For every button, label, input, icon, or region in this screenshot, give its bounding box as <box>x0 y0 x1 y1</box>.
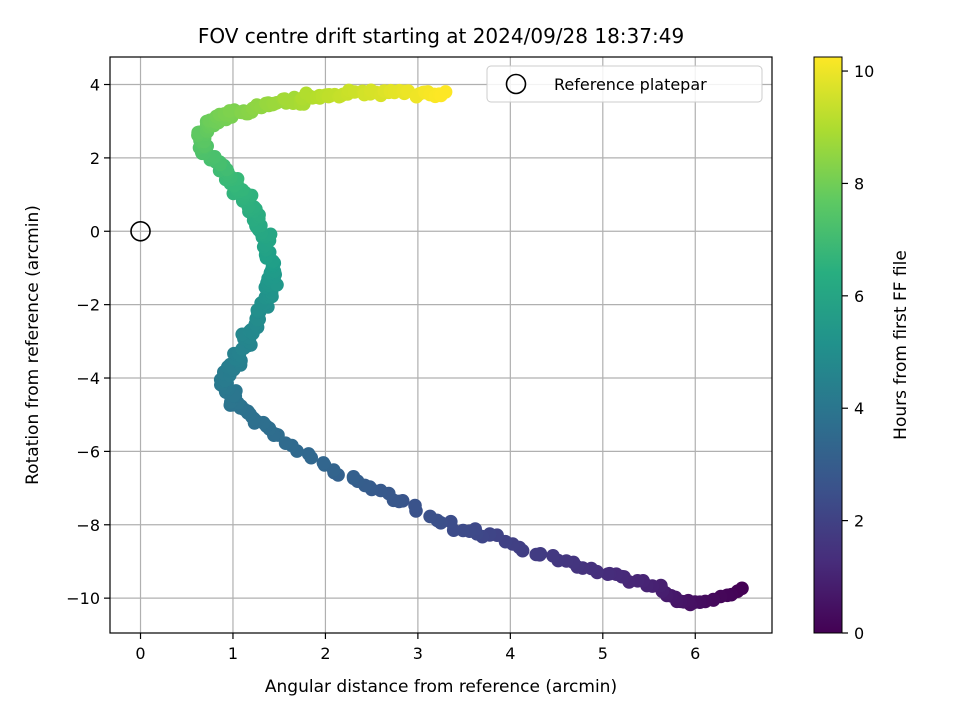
x-tick-label: 4 <box>505 644 515 663</box>
chart-title: FOV centre drift starting at 2024/09/28 … <box>198 24 684 48</box>
y-tick-label: −10 <box>66 589 100 608</box>
y-tick-label: −6 <box>76 442 100 461</box>
colorbar-ticks: 0 2 4 6 8 10 <box>842 62 874 643</box>
data-point <box>408 498 422 513</box>
y-tick-label: 2 <box>90 149 100 168</box>
data-point <box>346 470 361 484</box>
legend-marker-reference <box>505 73 527 95</box>
x-tick-label: 1 <box>228 644 238 663</box>
y-axis-ticks: −10 −8 −6 −4 −2 0 2 4 <box>66 76 110 608</box>
x-axis-label: Angular distance from reference (arcmin) <box>265 677 617 697</box>
y-tick-label: 4 <box>90 76 100 95</box>
colorbar-label: Hours from first FF file <box>891 250 911 440</box>
data-point <box>546 549 560 563</box>
data-point <box>438 85 453 99</box>
legend-box <box>486 65 763 103</box>
colorbar-tick-label: 2 <box>854 512 864 531</box>
colorbar-tick-label: 4 <box>854 399 864 418</box>
colorbar-gradient <box>813 56 843 634</box>
x-tick-label: 3 <box>413 644 423 663</box>
data-point <box>301 447 316 461</box>
data-point <box>316 456 331 470</box>
colorbar: 0 2 4 6 8 10 Hours from first FF file <box>813 56 911 643</box>
y-tick-label: −4 <box>76 369 100 388</box>
x-tick-label: 2 <box>320 644 330 663</box>
data-point <box>529 547 543 562</box>
data-point <box>601 567 615 581</box>
data-point <box>222 104 237 118</box>
y-axis-label: Rotation from reference (arcmin) <box>23 205 43 485</box>
data-point <box>444 514 458 529</box>
data-point <box>423 509 437 524</box>
colorbar-tick-label: 10 <box>854 62 874 81</box>
colorbar-tick-label: 6 <box>854 287 864 306</box>
x-axis-ticks: 0 1 2 3 4 5 6 <box>135 633 700 663</box>
reference-platepar-marker <box>130 220 151 242</box>
plot-frame <box>109 56 773 634</box>
data-points <box>191 83 749 612</box>
x-tick-label: 5 <box>598 644 608 663</box>
y-tick-label: −2 <box>76 296 100 315</box>
x-tick-label: 6 <box>690 644 700 663</box>
colorbar-tick-label: 8 <box>854 174 864 193</box>
y-tick-label: 0 <box>90 222 100 241</box>
legend-entry-reference: Reference platepar <box>554 75 707 94</box>
x-tick-label: 0 <box>135 644 145 663</box>
legend: Reference platepar <box>486 65 763 103</box>
y-tick-label: −8 <box>76 516 100 535</box>
colorbar-tick-label: 0 <box>854 624 864 643</box>
